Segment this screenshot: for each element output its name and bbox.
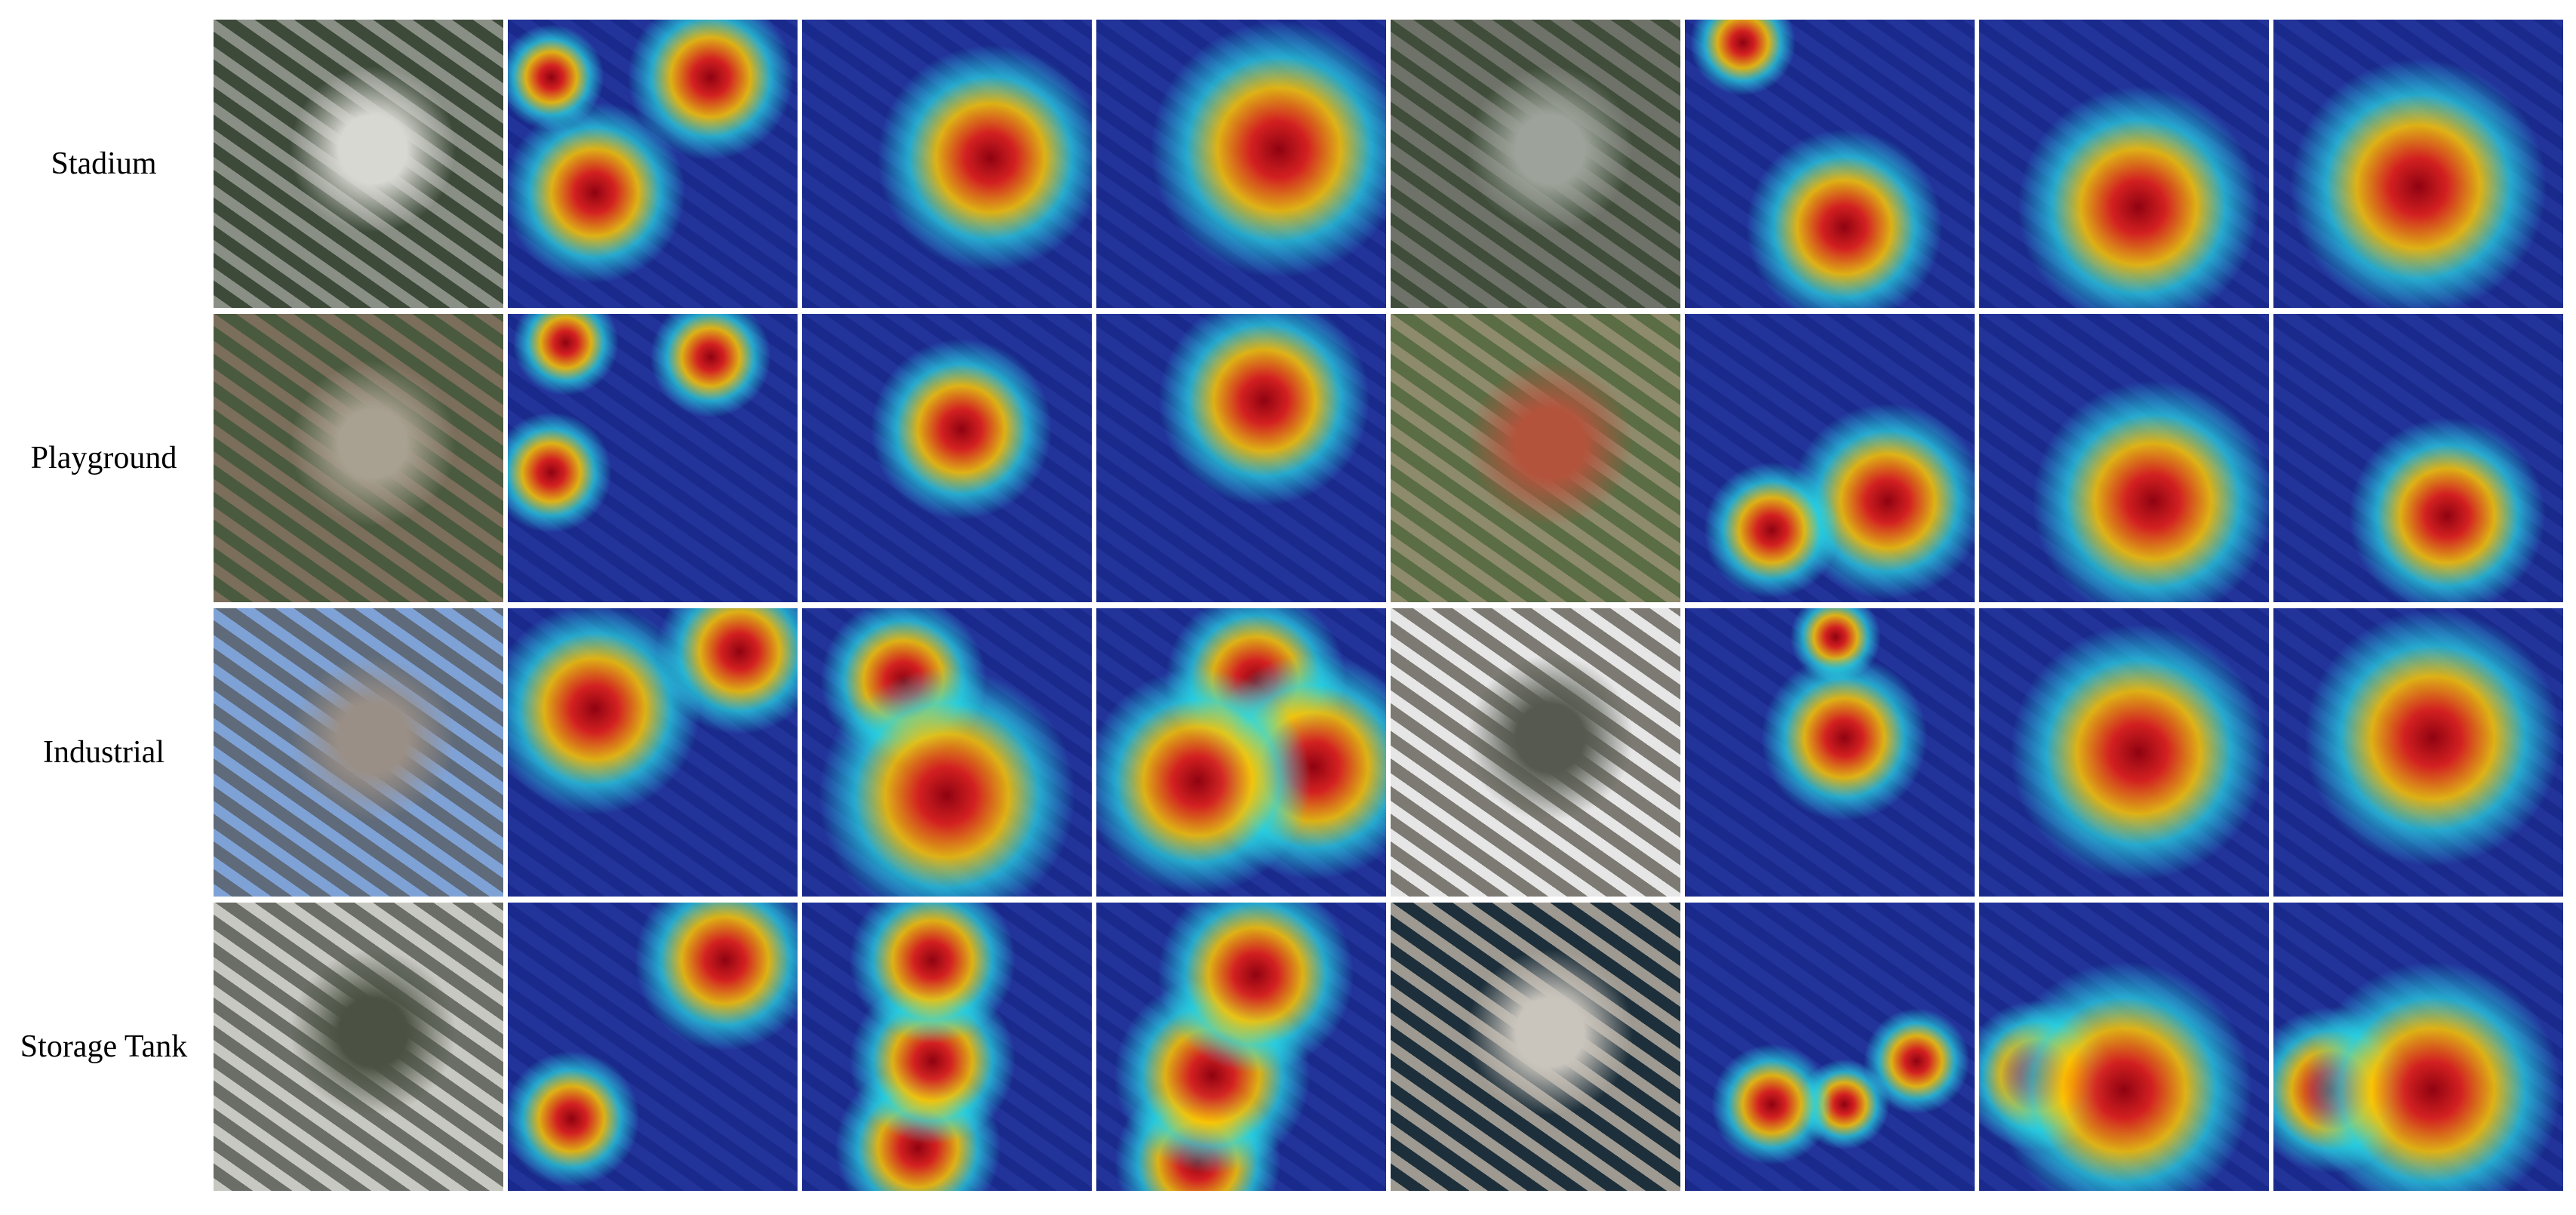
heatmap <box>1685 903 1975 1191</box>
heatmap <box>2273 314 2563 602</box>
satellite-image <box>214 608 503 897</box>
heatmap <box>2273 608 2563 897</box>
heatmap <box>2273 20 2563 308</box>
satellite-image <box>1391 903 1680 1191</box>
satellite-image <box>1391 314 1680 602</box>
heatmap <box>1096 608 1386 897</box>
heatmap <box>2273 903 2563 1191</box>
heatmap <box>1685 20 1975 308</box>
heatmap <box>802 20 1092 308</box>
heatmap <box>1979 608 2269 897</box>
heatmap <box>1685 608 1975 897</box>
heatmap <box>1096 20 1386 308</box>
row-label: Industrial <box>43 735 164 770</box>
heatmap <box>508 20 798 308</box>
satellite-image <box>214 20 503 308</box>
heatmap <box>1979 903 2269 1191</box>
satellite-image <box>214 314 503 602</box>
row-label: Stadium <box>51 146 157 181</box>
heatmap <box>802 903 1092 1191</box>
heatmap <box>1979 314 2269 602</box>
heatmap <box>1979 20 2269 308</box>
satellite-image <box>214 903 503 1191</box>
satellite-image <box>1391 608 1680 897</box>
heatmap <box>802 608 1092 897</box>
heatmap <box>802 314 1092 602</box>
satellite-image <box>1391 20 1680 308</box>
heatmap <box>508 608 798 897</box>
heatmap <box>508 903 798 1191</box>
row-label: Playground <box>30 441 177 475</box>
heatmap <box>1096 903 1386 1191</box>
heatmap <box>1096 314 1386 602</box>
heatmap <box>1685 314 1975 602</box>
heatmap <box>508 314 798 602</box>
row-label: Storage Tank <box>20 1029 188 1064</box>
